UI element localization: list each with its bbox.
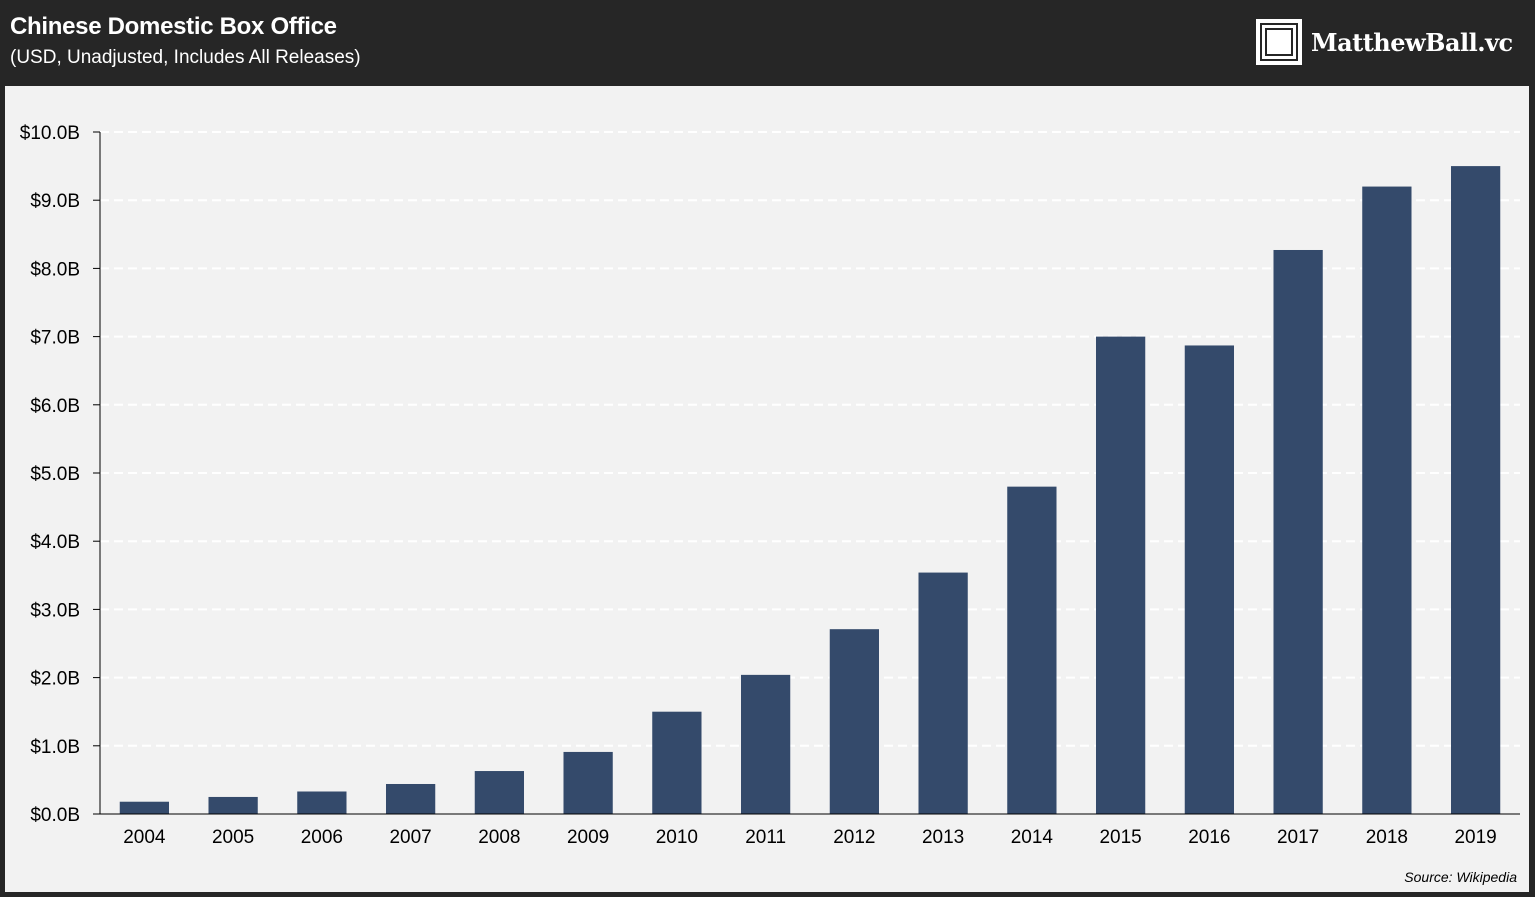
chart-subtitle: (USD, Unadjusted, Includes All Releases) bbox=[10, 47, 361, 68]
bar-2018 bbox=[1362, 186, 1412, 814]
x-tick-label: 2009 bbox=[567, 827, 609, 848]
x-tick-label: 2015 bbox=[1099, 827, 1141, 848]
y-tick-label: $1.0B bbox=[30, 737, 80, 758]
y-tick-label: $0.0B bbox=[30, 805, 80, 826]
bar-2008 bbox=[474, 771, 525, 814]
bar-2009 bbox=[563, 751, 613, 814]
axes bbox=[93, 131, 1520, 815]
bar-2015 bbox=[1095, 336, 1146, 814]
y-tick-label: $4.0B bbox=[30, 532, 80, 553]
bar-2013 bbox=[918, 572, 968, 814]
chart-header: Chinese Domestic Box Office (USD, Unadju… bbox=[0, 0, 1535, 85]
y-tick-label: $8.0B bbox=[30, 259, 80, 280]
y-tick-label: $6.0B bbox=[30, 396, 80, 417]
x-tick-label: 2008 bbox=[478, 827, 520, 848]
x-tick-label: 2018 bbox=[1366, 827, 1408, 848]
x-tick-label: 2011 bbox=[745, 827, 786, 848]
bar-2016 bbox=[1184, 345, 1235, 814]
y-tick-label: $10.0B bbox=[20, 123, 80, 144]
x-tick-labels: 2004 2005 2006 2007 2008 2009 2010 2011 2012 2013… bbox=[123, 827, 1497, 848]
x-tick-label: 2007 bbox=[389, 827, 431, 848]
y-tick-label: $3.0B bbox=[30, 600, 80, 621]
bar-2007 bbox=[385, 783, 436, 814]
x-tick-label: 2006 bbox=[301, 827, 343, 848]
x-tick-label: 2019 bbox=[1454, 827, 1496, 848]
bar-2014 bbox=[1007, 486, 1057, 814]
bar-2011 bbox=[740, 674, 791, 814]
y-tick-label: $2.0B bbox=[30, 669, 80, 690]
y-tick-labels: $0.0B $1.0B $2.0B $3.0B $4.0B $5.0B $6.0B $7.0B… bbox=[20, 123, 80, 826]
bar-2005 bbox=[208, 796, 258, 814]
bar-2017 bbox=[1273, 249, 1323, 815]
plot-panel: $0.0B $1.0B $2.0B $3.0B $4.0B $5.0B $6.0B $7.0B… bbox=[5, 86, 1529, 892]
bar-2006 bbox=[297, 791, 347, 814]
x-tick-label: 2016 bbox=[1188, 827, 1230, 848]
y-tick-label: $9.0B bbox=[30, 191, 80, 212]
x-tick-label: 2014 bbox=[1011, 827, 1054, 848]
bar-2004 bbox=[119, 801, 170, 814]
source-note: Source: Wikipedia bbox=[1404, 869, 1517, 885]
x-tick-label: 2004 bbox=[123, 827, 166, 848]
x-tick-label: 2017 bbox=[1277, 827, 1319, 848]
brand-name: MatthewBall.vc bbox=[1311, 27, 1513, 57]
bars bbox=[119, 166, 1501, 815]
x-tick-label: 2012 bbox=[833, 827, 875, 848]
brand-logo-block: MatthewBall.vc bbox=[1256, 17, 1513, 67]
chart-title: Chinese Domestic Box Office bbox=[10, 13, 337, 40]
bar-2010 bbox=[652, 711, 702, 814]
bar-chart: $0.0B $1.0B $2.0B $3.0B $4.0B $5.0B $6.0B $7.0B… bbox=[20, 123, 1520, 848]
x-tick-label: 2010 bbox=[656, 827, 698, 848]
y-tick-label: $5.0B bbox=[30, 464, 80, 485]
x-tick-label: 2013 bbox=[922, 827, 964, 848]
x-tick-label: 2005 bbox=[212, 827, 254, 848]
bar-2019 bbox=[1450, 166, 1501, 815]
framed-square-logo-icon bbox=[1256, 19, 1302, 65]
bar-2012 bbox=[829, 629, 880, 814]
y-tick-label: $7.0B bbox=[30, 328, 80, 349]
